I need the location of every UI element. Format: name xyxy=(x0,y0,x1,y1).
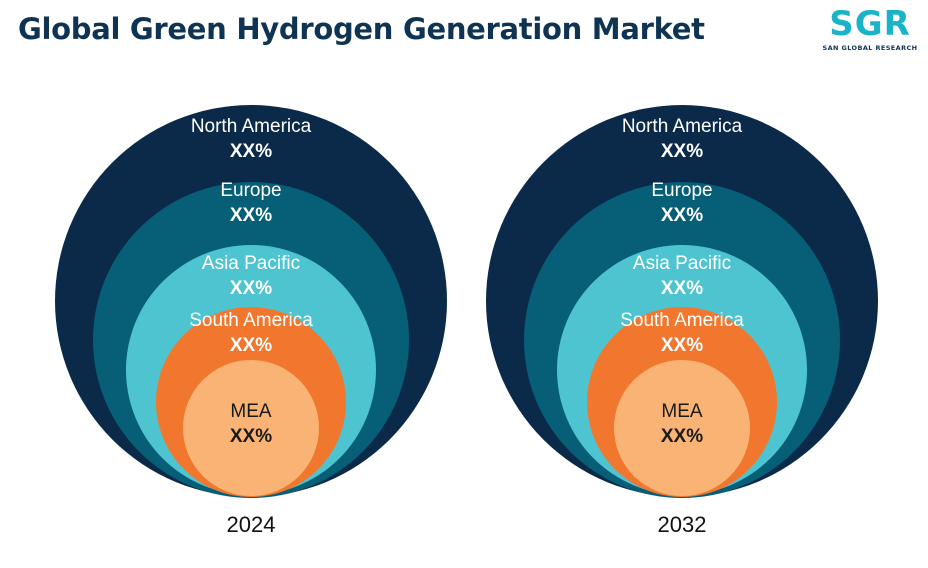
label-north-america-2032: North America xyxy=(622,116,743,137)
chart-2032: North America XX% Europe XX% Asia Pacific XX%… xyxy=(486,105,878,537)
value-mea-2032: XX% xyxy=(661,426,703,447)
label-europe-2032: Europe xyxy=(651,180,712,201)
value-north-america-2024: XX% xyxy=(230,141,272,162)
value-south-america-2032: XX% xyxy=(661,335,703,356)
circle-mea-2024 xyxy=(183,360,319,496)
value-europe-2024: XX% xyxy=(230,205,272,226)
year-label-2032: 2032 xyxy=(658,512,707,537)
value-south-america-2024: XX% xyxy=(230,335,272,356)
sgr-logo: SGR SAN GLOBAL RESEARCH xyxy=(818,6,922,58)
label-europe-2024: Europe xyxy=(220,180,281,201)
value-mea-2024: XX% xyxy=(230,426,272,447)
year-label-2024: 2024 xyxy=(227,512,276,537)
logo-mark: SGR xyxy=(829,4,911,44)
logo-subtitle: SAN GLOBAL RESEARCH xyxy=(822,44,918,52)
value-asia-pacific-2032: XX% xyxy=(661,278,703,299)
chart-title: Global Green Hydrogen Generation Market xyxy=(18,12,705,46)
label-south-america-2032: South America xyxy=(620,310,744,331)
circle-mea-2032 xyxy=(614,360,750,496)
label-mea-2024: MEA xyxy=(230,401,272,422)
value-asia-pacific-2024: XX% xyxy=(230,278,272,299)
label-asia-pacific-2032: Asia Pacific xyxy=(633,253,731,274)
label-north-america-2024: North America xyxy=(191,116,312,137)
value-europe-2032: XX% xyxy=(661,205,703,226)
label-mea-2032: MEA xyxy=(661,401,703,422)
label-asia-pacific-2024: Asia Pacific xyxy=(202,253,300,274)
chart-2024: North America XX% Europe XX% Asia Pacific XX%… xyxy=(55,105,447,537)
label-south-america-2024: South America xyxy=(189,310,313,331)
value-north-america-2032: XX% xyxy=(661,141,703,162)
